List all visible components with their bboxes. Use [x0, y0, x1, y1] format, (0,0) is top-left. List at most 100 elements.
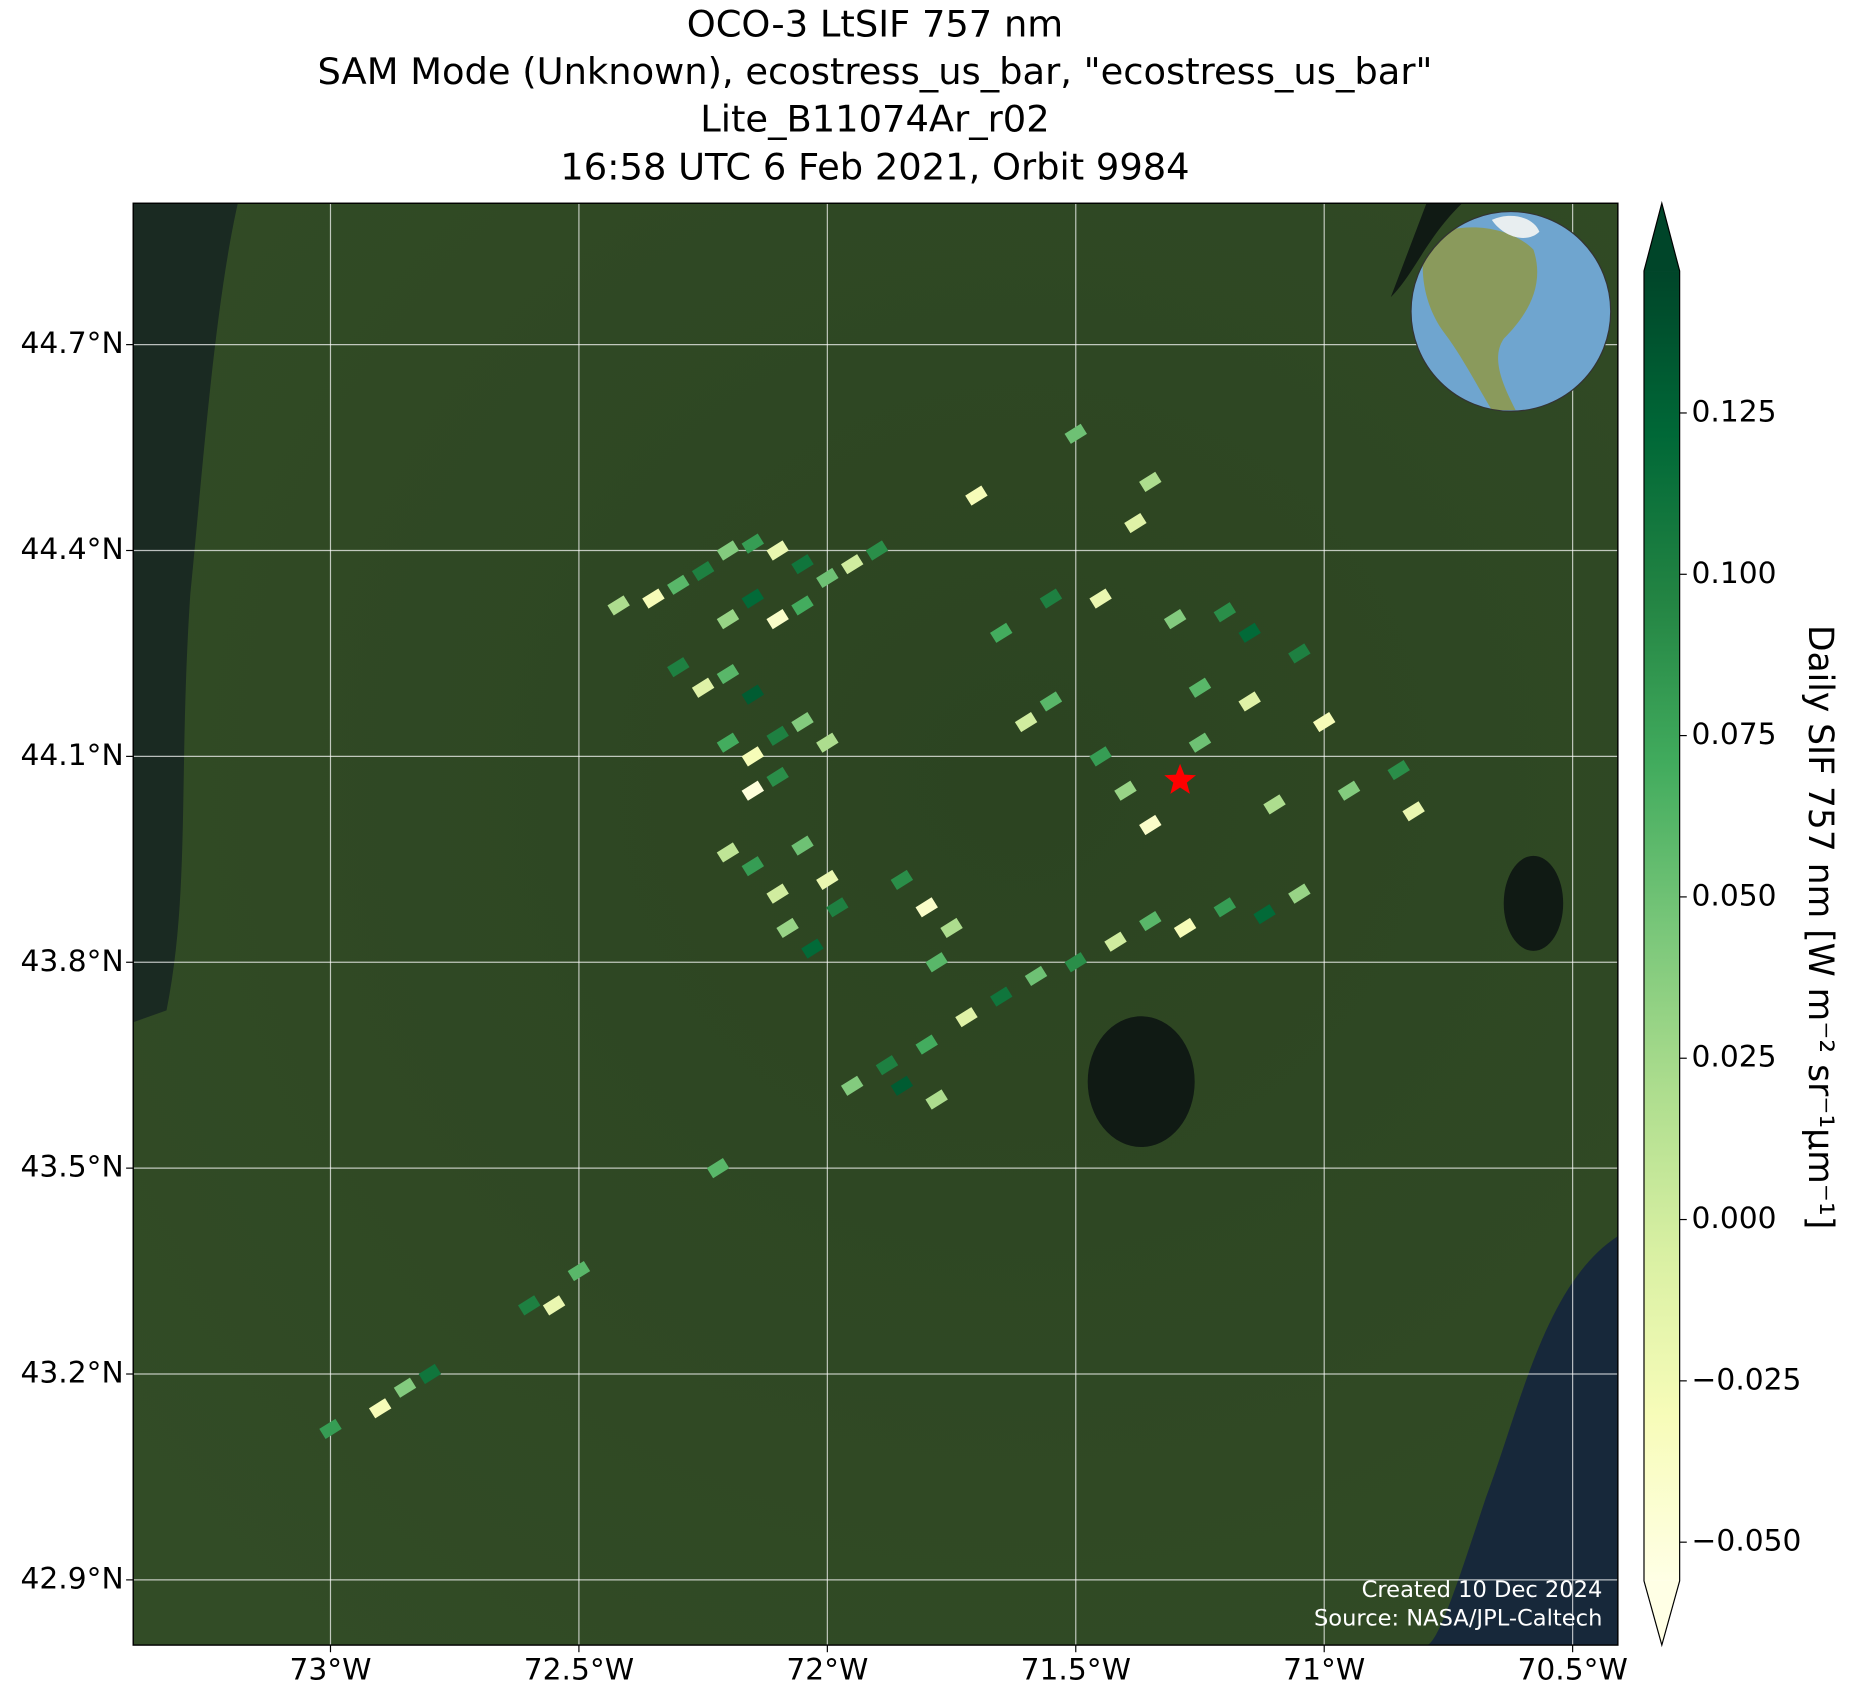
sif-pixel	[1104, 931, 1127, 952]
credit: Source: NASA/JPL-Caltech	[1314, 1605, 1602, 1631]
y-tick-label: 43.8°N	[21, 944, 124, 979]
sif-pixel	[518, 1295, 541, 1316]
sif-pixel	[940, 917, 963, 939]
y-tick-label: 44.7°N	[21, 326, 124, 361]
sif-pixel	[875, 1055, 899, 1076]
sif-pixel	[1089, 746, 1112, 767]
colorbar-tick-label: 0.050	[1692, 878, 1777, 913]
sif-pixel	[925, 1089, 948, 1110]
sif-pixel	[1139, 910, 1162, 932]
sif-pixel	[716, 540, 740, 561]
sif-pixel	[1253, 904, 1276, 925]
y-tick-label: 43.5°N	[21, 1150, 124, 1185]
title-line: SAM Mode (Unknown), ecostress_us_bar, "e…	[317, 50, 1432, 93]
sif-pixel	[1288, 883, 1311, 904]
sif-pixel	[1238, 691, 1261, 712]
sif-pixel	[1014, 711, 1038, 733]
sif-pixel	[965, 485, 988, 506]
sif-pixel	[776, 917, 799, 939]
sif-pixel	[716, 842, 740, 863]
sif-pixel	[1139, 471, 1162, 492]
sif-pixel	[542, 1295, 566, 1316]
sif-pixel	[955, 1007, 978, 1028]
sif-pixel	[816, 732, 839, 753]
sif-pixel	[1188, 677, 1212, 698]
sif-pixel	[1213, 602, 1237, 623]
sif-pixel	[990, 986, 1013, 1007]
sif-pixel	[1263, 794, 1286, 815]
sif-pixel	[368, 1398, 392, 1419]
sif-pixel	[1024, 965, 1048, 987]
colorbar-tick-label: 0.125	[1692, 394, 1777, 429]
title-line: Lite_B11074Ar_r02	[700, 98, 1049, 141]
sif-pixel	[791, 595, 814, 616]
sif-pixel	[766, 609, 789, 630]
sif-pixel	[1173, 917, 1197, 939]
colorbar-tick-label: 0.025	[1692, 1040, 1777, 1075]
sif-pixel	[766, 883, 789, 904]
sif-pixel	[741, 533, 765, 554]
sif-pixel	[1064, 423, 1087, 444]
sif-pixel	[642, 588, 665, 609]
sif-pixel	[1312, 711, 1336, 733]
sif-pixel	[667, 657, 690, 678]
colorbar	[1643, 271, 1680, 1581]
sif-pixel	[990, 622, 1013, 643]
sif-pixel	[607, 595, 630, 616]
sif-pixel	[925, 952, 948, 973]
sif-pixel	[393, 1377, 417, 1398]
colorbar-label: Daily SIF 757 nm [W m⁻² sr⁻¹μm⁻¹]	[1800, 625, 1840, 1229]
x-tick-label: 71.5°W	[1021, 1653, 1131, 1688]
sif-pixel	[1213, 897, 1237, 918]
colorbar-extend-min	[1643, 1580, 1680, 1646]
sif-pixel	[691, 561, 715, 582]
colorbar-frame	[1643, 200, 1681, 1648]
sif-pixel	[840, 554, 864, 575]
sif-pixel	[766, 766, 789, 788]
y-tick-label: 43.2°N	[21, 1356, 124, 1391]
title-line: 16:58 UTC 6 Feb 2021, Orbit 9984	[560, 145, 1189, 188]
globe-inset	[1410, 210, 1612, 412]
sif-pixel	[1163, 609, 1187, 630]
sif-pixel	[791, 554, 814, 575]
target-star	[1164, 763, 1196, 794]
x-tick-label: 73°W	[289, 1653, 371, 1688]
colorbar-tick-label: 0.075	[1692, 717, 1777, 752]
sif-pixel	[667, 574, 690, 595]
sif-pixel	[791, 835, 814, 856]
sif-pixel	[791, 711, 814, 733]
sif-pixel	[567, 1260, 591, 1282]
x-tick-label: 71°W	[1283, 1653, 1365, 1688]
sif-pixel	[716, 663, 740, 685]
sif-pixel	[1064, 952, 1087, 973]
sif-pixel	[716, 609, 740, 630]
sif-pixel	[766, 540, 789, 561]
sif-pixel	[706, 1158, 730, 1179]
sif-pixel	[890, 869, 914, 890]
sif-pixel	[1114, 780, 1137, 801]
y-tick-label: 44.4°N	[21, 532, 124, 567]
sif-pixel	[816, 869, 839, 890]
sif-pixel	[741, 684, 765, 705]
x-tick-label: 70.5°W	[1517, 1653, 1627, 1688]
credit: Created 10 Dec 2024	[1362, 1577, 1603, 1603]
sif-pixel	[915, 1034, 938, 1055]
sif-pixel	[816, 567, 839, 589]
sif-pixel	[915, 897, 938, 918]
sif-pixel	[1387, 760, 1410, 781]
sif-pixel	[1139, 814, 1162, 836]
sif-pixel	[741, 856, 765, 877]
sif-pixel	[801, 938, 824, 959]
sif-pixel	[691, 677, 715, 698]
sif-pixel	[890, 1075, 914, 1096]
sif-pixel	[1288, 643, 1311, 664]
sif-pixel	[1337, 780, 1361, 801]
sif-pixel	[319, 1418, 342, 1439]
sif-pixel	[741, 780, 765, 801]
sif-pixel	[716, 732, 740, 753]
sif-pixel	[766, 725, 789, 746]
plot-area	[133, 203, 1618, 1646]
x-tick-label: 72°W	[786, 1653, 868, 1688]
colorbar-tick-label: 0.000	[1692, 1201, 1777, 1236]
